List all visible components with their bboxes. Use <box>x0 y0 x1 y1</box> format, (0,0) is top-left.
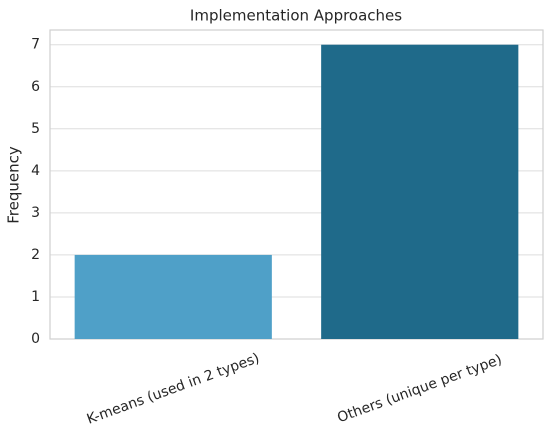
y-tick-label: 3 <box>31 205 40 221</box>
y-tick-label: 0 <box>31 331 40 347</box>
y-tick-label: 7 <box>31 37 40 53</box>
chart-title: Implementation Approaches <box>190 7 402 25</box>
plot-frame <box>49 29 544 340</box>
y-tick-label: 1 <box>31 289 40 305</box>
bar <box>321 44 519 339</box>
y-tick-label: 6 <box>31 79 40 95</box>
y-axis-label: Frequency <box>5 146 23 224</box>
y-tick-label: 4 <box>31 163 40 179</box>
y-tick-label: 2 <box>31 247 40 263</box>
x-tick-label: Others (unique per type) <box>335 352 504 426</box>
x-tick-label: K-means (used in 2 types) <box>85 350 262 427</box>
y-tick-label: 5 <box>31 121 40 137</box>
bar <box>74 254 272 339</box>
